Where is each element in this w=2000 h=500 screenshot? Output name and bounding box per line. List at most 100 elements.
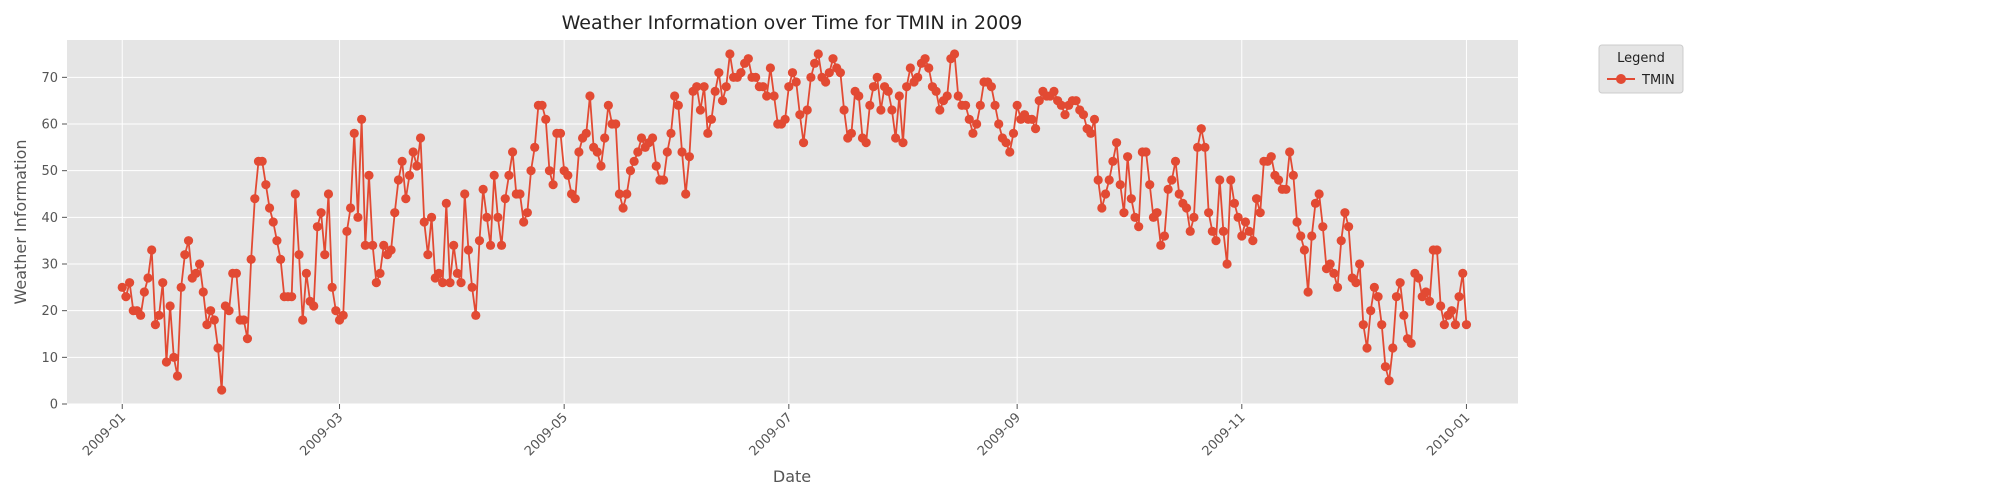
- data-point: [1458, 268, 1468, 278]
- legend: Legend TMIN: [1598, 44, 1684, 94]
- data-point: [158, 278, 168, 288]
- data-point: [894, 91, 904, 101]
- data-point: [854, 91, 864, 101]
- data-point: [1189, 212, 1199, 222]
- data-point: [272, 236, 282, 246]
- data-point: [1001, 138, 1011, 148]
- legend-entry-label: TMIN: [1641, 73, 1675, 88]
- data-point: [1163, 184, 1173, 194]
- data-point: [150, 320, 160, 330]
- data-point: [802, 105, 812, 115]
- data-point: [500, 194, 510, 204]
- data-point: [519, 217, 529, 227]
- data-point: [835, 68, 845, 78]
- data-point: [905, 63, 915, 73]
- data-point: [600, 133, 610, 143]
- data-point: [1097, 203, 1107, 213]
- data-point: [994, 119, 1004, 129]
- data-point: [541, 114, 551, 124]
- data-point: [419, 217, 429, 227]
- data-point: [474, 236, 485, 246]
- data-point: [485, 240, 496, 250]
- data-point: [1115, 180, 1125, 190]
- data-point: [504, 170, 514, 180]
- data-point: [1307, 231, 1317, 241]
- data-point: [968, 128, 978, 138]
- data-point: [1281, 184, 1291, 194]
- data-point: [169, 352, 179, 362]
- data-point: [386, 245, 396, 255]
- data-point: [1358, 320, 1368, 330]
- data-point: [1174, 189, 1184, 199]
- data-point: [953, 91, 963, 101]
- data-point: [1008, 128, 1019, 138]
- data-point: [681, 189, 691, 199]
- data-point: [787, 68, 798, 78]
- data-point: [762, 91, 772, 101]
- data-point: [935, 105, 945, 115]
- data-point: [622, 189, 632, 199]
- data-point: [1012, 100, 1022, 110]
- data-point: [268, 217, 278, 227]
- data-point: [1181, 203, 1192, 213]
- data-point: [1111, 138, 1122, 148]
- data-point: [1336, 236, 1346, 246]
- data-point: [795, 110, 805, 120]
- data-point: [1325, 259, 1335, 269]
- data-point: [636, 133, 647, 143]
- data-point: [1056, 100, 1066, 110]
- data-point: [1391, 292, 1402, 302]
- data-point: [629, 156, 639, 166]
- data-point: [1159, 231, 1170, 241]
- x-tick-label: 2009-09: [975, 410, 1024, 459]
- data-point: [401, 194, 411, 204]
- data-point: [316, 208, 326, 218]
- data-point: [489, 170, 499, 180]
- data-point: [868, 82, 879, 92]
- data-point: [1089, 114, 1100, 124]
- data-point: [412, 161, 422, 171]
- data-point: [438, 278, 448, 288]
- data-point: [810, 58, 820, 68]
- data-point: [1226, 175, 1236, 185]
- data-point: [765, 63, 776, 73]
- data-point: [154, 310, 164, 320]
- data-point: [1093, 175, 1103, 185]
- data-point: [1134, 222, 1144, 232]
- data-point: [231, 268, 242, 278]
- data-point: [209, 315, 219, 325]
- data-point: [1222, 259, 1232, 269]
- data-point: [666, 128, 676, 138]
- data-point: [706, 114, 717, 124]
- data-point: [1130, 212, 1140, 222]
- data-point: [456, 278, 466, 288]
- data-point: [625, 166, 636, 176]
- data-point: [1060, 110, 1070, 120]
- data-point: [441, 198, 451, 208]
- data-point: [309, 301, 319, 311]
- data-point: [839, 105, 849, 115]
- data-point: [357, 114, 367, 124]
- data-point: [452, 268, 462, 278]
- data-point: [662, 147, 672, 157]
- data-point: [423, 250, 433, 260]
- data-point: [537, 100, 547, 110]
- data-point: [828, 54, 838, 64]
- data-point: [1340, 208, 1350, 218]
- data-point: [202, 320, 212, 330]
- data-point: [508, 147, 518, 157]
- y-tick-label: 10: [41, 351, 58, 366]
- data-point: [1432, 245, 1442, 255]
- data-point: [736, 68, 746, 78]
- y-axis-label: Weather Information: [11, 139, 30, 304]
- data-point: [887, 105, 897, 115]
- data-point: [1005, 147, 1015, 157]
- data-point: [426, 212, 437, 222]
- data-point: [1355, 259, 1365, 269]
- data-point: [913, 72, 923, 82]
- data-point: [1193, 142, 1203, 152]
- y-tick-label: 60: [41, 118, 58, 133]
- data-point: [684, 152, 694, 162]
- data-point: [397, 156, 407, 166]
